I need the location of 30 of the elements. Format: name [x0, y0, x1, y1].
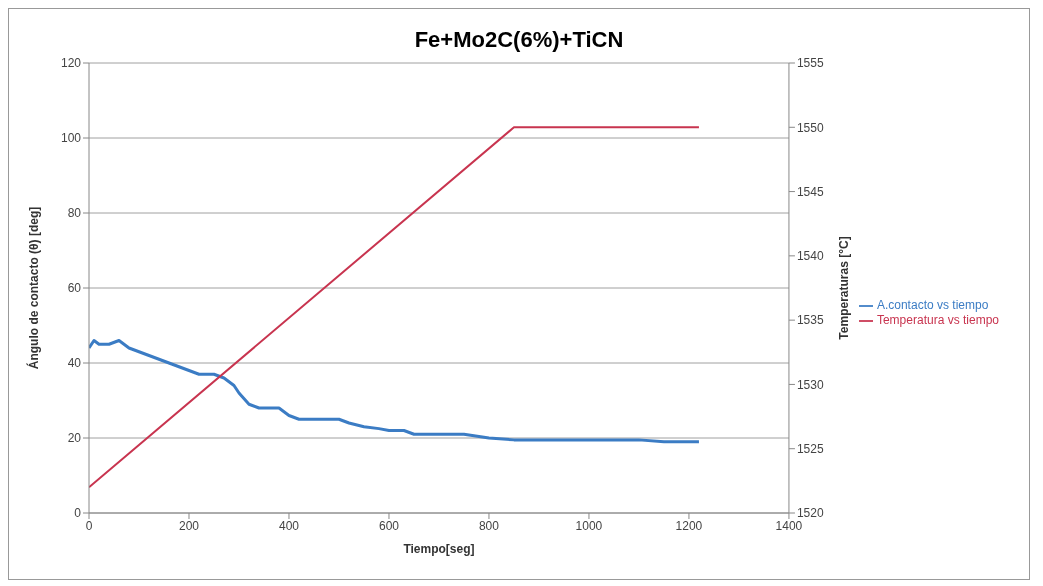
x-tick-label: 0 [85, 518, 93, 533]
x-tick-label: 1200 [675, 518, 703, 533]
x-tick-label: 1400 [775, 518, 803, 533]
y2-tick-label: 1555 [796, 56, 824, 71]
y2-tick-label: 1525 [796, 441, 824, 456]
x-tick-label: 800 [478, 518, 500, 533]
y-tick-label: 100 [60, 131, 82, 146]
y-tick-label: 120 [60, 56, 82, 71]
y-tick-label: 40 [67, 356, 82, 371]
y-tick-label: 0 [74, 506, 82, 521]
y-tick-label: 20 [67, 431, 82, 446]
chart-title: Fe+Mo2C(6%)+TiCN [413, 27, 625, 53]
x-tick-label: 200 [178, 518, 200, 533]
y2-tick-label: 1540 [796, 249, 824, 264]
legend-label: A.contacto vs tiempo [876, 298, 989, 313]
x-axis-title: Tiempo[seg] [403, 542, 475, 556]
y2-axis-title: Temperaturas [°C] [837, 236, 852, 340]
y-axis-title: Ángulo de contacto (θ) [deg] [26, 206, 42, 370]
y2-tick-label: 1520 [796, 506, 824, 521]
x-tick-label: 1000 [575, 518, 603, 533]
legend-label: Temperatura vs tiempo [876, 313, 999, 327]
x-tick-label: 600 [378, 518, 400, 533]
x-tick-label: 400 [278, 518, 300, 533]
y2-tick-label: 1550 [796, 120, 824, 135]
y-tick-label: 60 [67, 281, 82, 296]
line-series [89, 339, 701, 444]
y2-tick-label: 1530 [796, 377, 824, 392]
y-tick-label: 80 [67, 206, 82, 221]
y2-tick-label: 1545 [796, 184, 824, 199]
y2-tick-label: 1535 [796, 313, 824, 328]
